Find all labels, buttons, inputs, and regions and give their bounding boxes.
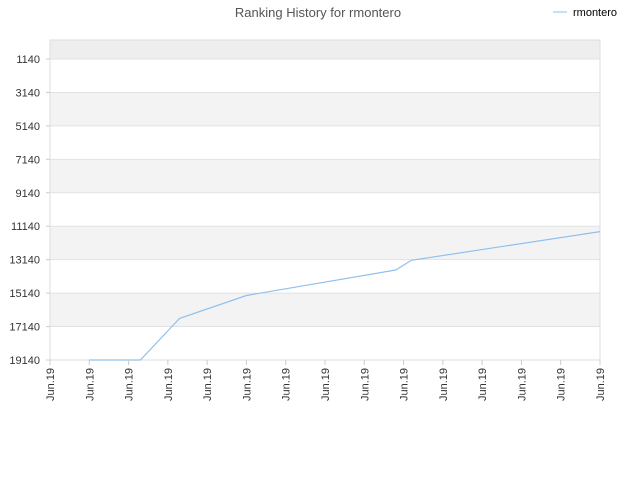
x-tick-label: Jun.19	[438, 368, 450, 401]
band	[50, 92, 600, 126]
y-tick-label: 13140	[9, 255, 40, 267]
y-tick-label: 15140	[9, 288, 40, 300]
x-tick-label: Jun.19	[45, 368, 57, 401]
x-tick-label: Jun.19	[163, 368, 175, 401]
band	[50, 226, 600, 260]
x-tick-label: Jun.19	[241, 368, 253, 401]
x-tick-label: Jun.19	[202, 368, 214, 401]
x-tick-label: Jun.19	[359, 368, 371, 401]
y-tick-label: 7140	[16, 154, 40, 166]
y-tick-label: 5140	[16, 121, 40, 133]
x-tick-label: Jun.19	[595, 368, 607, 401]
y-tick-label: 11140	[11, 221, 40, 233]
band	[50, 293, 600, 327]
y-tick-label: 9140	[16, 188, 40, 200]
band	[50, 192, 600, 227]
band	[50, 326, 600, 360]
x-tick-label: Jun.19	[84, 368, 96, 401]
legend-label-rmontero: rmontero	[573, 7, 617, 19]
y-axis-ticks: 1140 3140 5140 7140 9140 11140 13140 15140 17140…	[9, 54, 50, 367]
x-tick-label: Jun.19	[477, 368, 489, 401]
y-tick-label: 1140	[16, 54, 40, 66]
x-tick-label: Jun.19	[399, 368, 411, 401]
x-axis-ticks: Jun.19 Jun.19 Jun.19 Jun.19 Jun.19 Jun.19 Jun.…	[45, 360, 607, 401]
band-top	[50, 40, 600, 59]
band	[50, 259, 600, 294]
x-tick-label: Jun.19	[124, 368, 136, 401]
series-layer	[89, 231, 601, 361]
chart-background-bands	[50, 40, 600, 360]
series-line-rmontero	[89, 231, 601, 361]
y-tick-label: 17140	[9, 322, 40, 334]
legend[interactable]: rmontero	[553, 7, 617, 19]
x-tick-label: Jun.19	[320, 368, 332, 401]
y-tick-label: 3140	[16, 87, 40, 99]
chart-title: Ranking History for rmontero	[235, 5, 401, 20]
band	[50, 159, 600, 193]
band	[50, 59, 600, 93]
y-tick-label: 19140	[9, 355, 40, 367]
band	[50, 125, 600, 160]
x-tick-label: Jun.19	[281, 368, 293, 401]
x-tick-label: Jun.19	[516, 368, 528, 401]
x-tick-label: Jun.19	[556, 368, 568, 401]
